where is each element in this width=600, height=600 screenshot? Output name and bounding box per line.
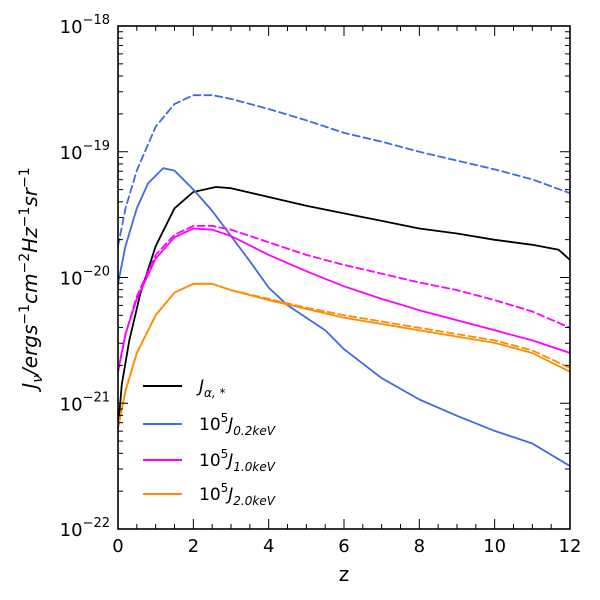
series-alpha-solid: [118, 186, 570, 430]
x-tick-label: 10: [483, 536, 506, 557]
x-axis-label: z: [339, 562, 350, 586]
series-j10-dashed: [118, 225, 570, 373]
x-tick-label: 0: [112, 536, 123, 557]
y-axis-label: Jν/ergs−1cm−2Hz−1sr−1: [17, 167, 46, 392]
legend-label-j10: 105J1.0keV: [199, 447, 276, 474]
x-tick-label: 6: [338, 536, 349, 557]
x-tick-label: 12: [559, 536, 582, 557]
series-j02-dashed: [118, 94, 570, 247]
series-j02-solid: [118, 167, 570, 467]
y-tick-label: 10−18: [60, 13, 110, 38]
y-tick-label: 10−21: [60, 390, 110, 415]
legend-label-alpha: Jα, *: [196, 377, 226, 400]
y-tick-label: 10−20: [60, 265, 110, 290]
plot-frame: [117, 25, 571, 530]
x-tick-labels: 0 2 4 6 8 10 12: [112, 536, 581, 557]
x-tick-label: 8: [414, 536, 425, 557]
series-layer: [118, 94, 570, 467]
legend-label-j02: 105J0.2keV: [199, 411, 276, 438]
x-tick-label: 4: [263, 536, 274, 557]
x-tick-label: 2: [188, 536, 199, 557]
legend-label-j20: 105J2.0keV: [199, 481, 276, 508]
series-j20-dashed: [118, 282, 570, 430]
y-tick-labels: 10−22 10−21 10−20 10−19 10−18: [60, 13, 110, 541]
y-tick-label: 10−22: [60, 516, 110, 541]
legend: Jα, * 105J0.2keV 105J1.0keV 105J2.0keV: [143, 377, 276, 508]
series-j10-solid: [118, 227, 570, 373]
series-j20-solid: [118, 282, 570, 430]
ticks-layer: [117, 25, 571, 530]
y-tick-label: 10−19: [60, 139, 110, 164]
